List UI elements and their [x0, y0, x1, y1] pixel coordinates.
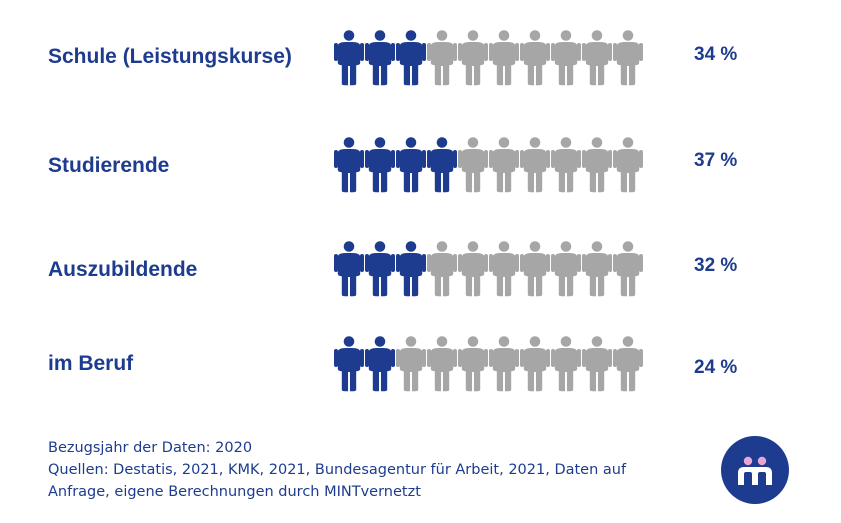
- footer-notes: Bezugsjahr der Daten: 2020 Quellen: Dest…: [48, 437, 626, 503]
- person-icon-empty: [489, 137, 519, 193]
- value-label: 37 %: [694, 150, 738, 171]
- person-icon-empty: [551, 336, 581, 392]
- person-icon-filled: [365, 30, 395, 86]
- person-icon-row: [334, 137, 643, 193]
- mintvernetzt-logo-icon: [721, 436, 789, 504]
- sources-note-line-2: Anfrage, eigene Berechnungen durch MINTv…: [48, 484, 421, 500]
- person-icon-filled: [396, 241, 426, 297]
- person-icon-empty: [427, 241, 457, 297]
- person-icon-filled: [427, 137, 457, 193]
- person-icon-empty: [582, 137, 612, 193]
- category-label: im Beruf: [48, 352, 134, 375]
- person-icon-empty: [551, 137, 581, 193]
- reference-year-note: Bezugsjahr der Daten: 2020: [48, 440, 253, 456]
- person-icon-filled: [334, 241, 364, 297]
- person-icon-empty: [489, 241, 519, 297]
- value-label: 32 %: [694, 255, 738, 276]
- person-icon-empty: [520, 336, 550, 392]
- person-icon-empty: [396, 336, 426, 392]
- person-icon-empty: [520, 137, 550, 193]
- person-icon-filled: [334, 137, 364, 193]
- person-icon-empty: [427, 30, 457, 86]
- category-label: Schule (Leistungskurse): [48, 45, 292, 68]
- person-icon-empty: [613, 241, 643, 297]
- person-icon-filled: [365, 336, 395, 392]
- person-icon-empty: [613, 30, 643, 86]
- value-label: 24 %: [694, 357, 738, 378]
- person-icon-empty: [551, 241, 581, 297]
- sources-note-line-1: Quellen: Destatis, 2021, KMK, 2021, Bund…: [48, 462, 627, 478]
- person-icon-empty: [520, 30, 550, 86]
- person-icon-empty: [551, 30, 581, 86]
- person-icon-empty: [427, 336, 457, 392]
- person-icon-filled: [396, 137, 426, 193]
- person-icon-empty: [613, 137, 643, 193]
- person-icon-row: [334, 30, 643, 86]
- person-icon-empty: [582, 336, 612, 392]
- person-icon-empty: [458, 30, 488, 86]
- person-icon-empty: [520, 241, 550, 297]
- person-icon-empty: [582, 30, 612, 86]
- category-label: Studierende: [48, 154, 170, 177]
- person-icon-filled: [365, 137, 395, 193]
- person-icon-filled: [396, 30, 426, 86]
- person-icon-empty: [458, 137, 488, 193]
- person-icon-row: [334, 336, 643, 392]
- person-icon-empty: [458, 336, 488, 392]
- person-icon-empty: [489, 336, 519, 392]
- person-icon-filled: [334, 336, 364, 392]
- person-icon-empty: [582, 241, 612, 297]
- value-label: 34 %: [694, 44, 738, 65]
- category-label: Auszubildende: [48, 258, 198, 281]
- person-icon-filled: [365, 241, 395, 297]
- person-icon-row: [334, 241, 643, 297]
- person-icon-filled: [334, 30, 364, 86]
- person-icon-empty: [613, 336, 643, 392]
- person-icon-empty: [489, 30, 519, 86]
- person-icon-empty: [458, 241, 488, 297]
